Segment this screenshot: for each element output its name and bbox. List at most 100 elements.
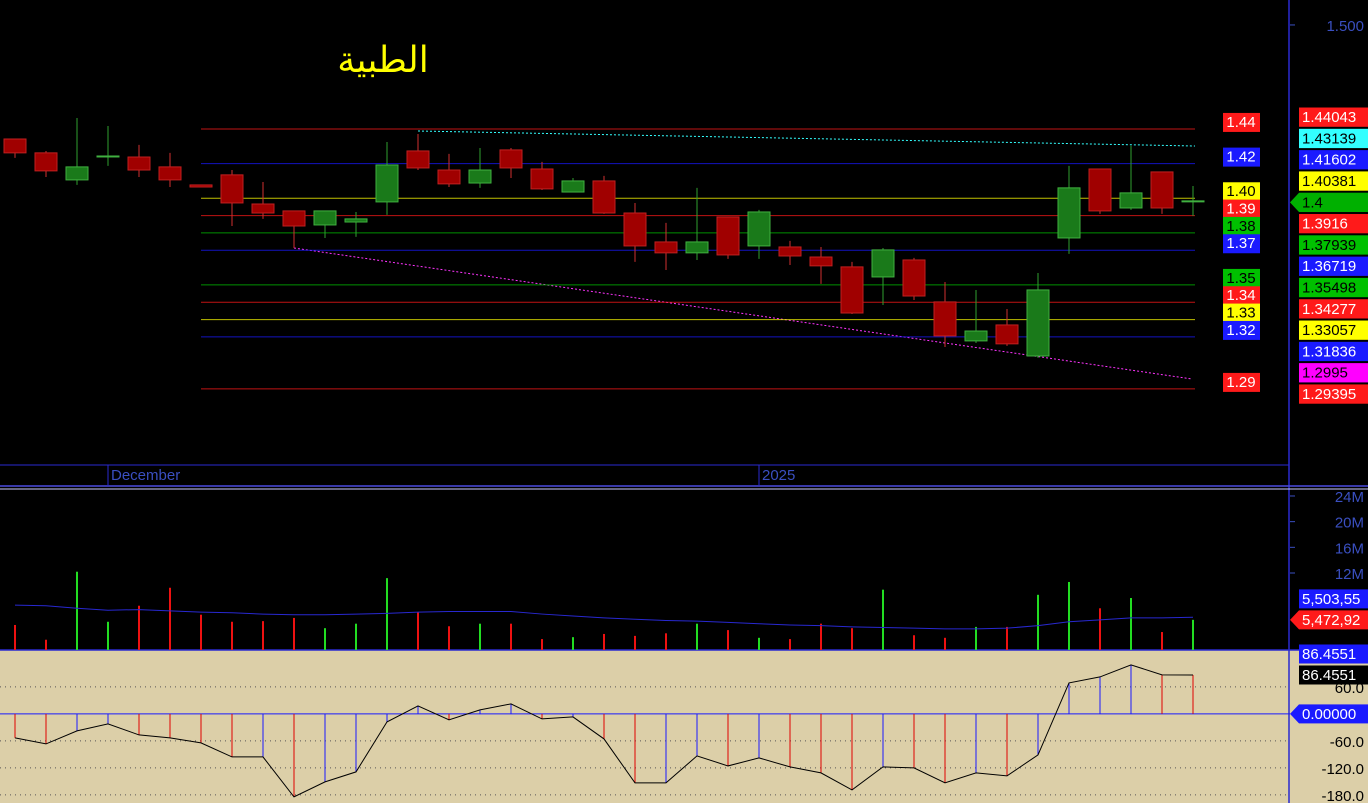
candle-body [902,259,926,297]
price-tag-bg [1299,384,1368,404]
candle-body [65,166,89,181]
candle-body [933,301,957,337]
candle-body [499,149,523,169]
price-tag-bg [1299,665,1368,685]
price-tag: 1.41602 [1302,152,1356,169]
level-label: 1.40 [1226,183,1255,200]
candle-body [1057,187,1081,239]
level-label-bg [1223,268,1260,288]
candle-body [592,180,616,214]
level-label-bg [1223,286,1260,306]
price-tag-bg [1299,235,1368,255]
price-tag: 5,503,55 [1302,591,1360,608]
candle-body [96,155,120,158]
level-label: 1.39 [1226,201,1255,218]
price-tag: 1.43139 [1302,130,1356,147]
candle-body [809,256,833,267]
candle-body [1026,289,1050,357]
tag-arrow [1290,610,1299,630]
candle-body [220,174,244,204]
y-tick-label: -60.0 [1330,734,1364,751]
y-tick-label: 1.500 [1326,18,1364,35]
candle-body [1150,171,1174,209]
x-tick-label: December [111,467,180,484]
level-label-bg [1223,216,1260,236]
candle-body [685,241,709,254]
candle-body [1119,192,1143,209]
level-label: 1.42 [1226,149,1255,166]
candle-body [251,203,275,214]
price-tag: 1.35498 [1302,280,1356,297]
level-label: 1.32 [1226,322,1255,339]
candle-body [406,150,430,169]
level-label-bg [1223,147,1260,167]
candle-body [313,210,337,226]
candle-body [561,180,585,193]
price-tag-bg [1299,171,1368,191]
price-tag-bg [1299,610,1368,630]
price-tag-bg [1299,363,1368,383]
candle-body [189,184,213,188]
price-tag: 1.4 [1302,194,1323,211]
price-tag: 1.33057 [1302,322,1356,339]
candle-body [964,330,988,342]
candle-body [468,169,492,184]
candle-body [344,218,368,223]
level-label-bg [1223,182,1260,202]
candle-body [282,210,306,227]
y-tick-label: 12M [1335,566,1364,583]
y-tick-label: 16M [1335,540,1364,557]
level-label-bg [1223,112,1260,132]
price-tag: 1.36719 [1302,258,1356,275]
candle-body [3,138,27,154]
candle-body [530,168,554,190]
price-tag-bg [1299,644,1368,664]
candle-body [995,324,1019,345]
price-tag: 1.37939 [1302,237,1356,254]
y-tick-label: -120.0 [1321,761,1364,778]
chart-title: الطبية [337,40,429,81]
candle-body [437,169,461,185]
price-tag-bg [1299,256,1368,276]
y-tick-label: 20M [1335,515,1364,532]
price-tag: 1.40381 [1302,173,1356,190]
oscillator-background [0,650,1368,803]
level-label-bg [1223,234,1260,254]
dark-background [0,0,1368,650]
price-tag-bg [1299,107,1368,127]
candle-body [623,212,647,247]
level-label-bg [1223,372,1260,392]
price-tag-bg [1299,704,1368,724]
price-tag-bg [1299,299,1368,319]
price-tag-bg [1299,128,1368,149]
candle-body [716,216,740,256]
level-label: 1.44 [1226,114,1255,131]
tag-arrow [1290,704,1299,724]
trend-line [293,247,1193,380]
level-label-bg [1223,199,1260,219]
price-tag: 5,472,92 [1302,612,1360,629]
candle-body [127,156,151,171]
level-label: 1.33 [1226,305,1255,322]
candle-body [840,266,864,314]
candle-body [747,211,771,247]
trend-line [417,130,1196,147]
price-tag: 1.34277 [1302,301,1356,318]
volume-average [14,604,1194,630]
level-label: 1.37 [1226,235,1255,252]
price-tag: 1.44043 [1302,109,1356,126]
level-label: 1.34 [1226,287,1255,304]
price-tag-bg [1299,150,1368,170]
oscillator-line [14,664,1194,798]
price-tag-bg [1299,192,1368,213]
level-label: 1.29 [1226,374,1255,391]
tag-arrow [1290,192,1299,213]
price-tag-bg [1299,277,1368,298]
level-label: 1.35 [1226,270,1255,287]
price-tag: 0.00000 [1302,706,1356,723]
candle-body [1181,200,1205,203]
price-tag: 1.29395 [1302,386,1356,403]
price-tag: 86.4551 [1302,646,1356,663]
